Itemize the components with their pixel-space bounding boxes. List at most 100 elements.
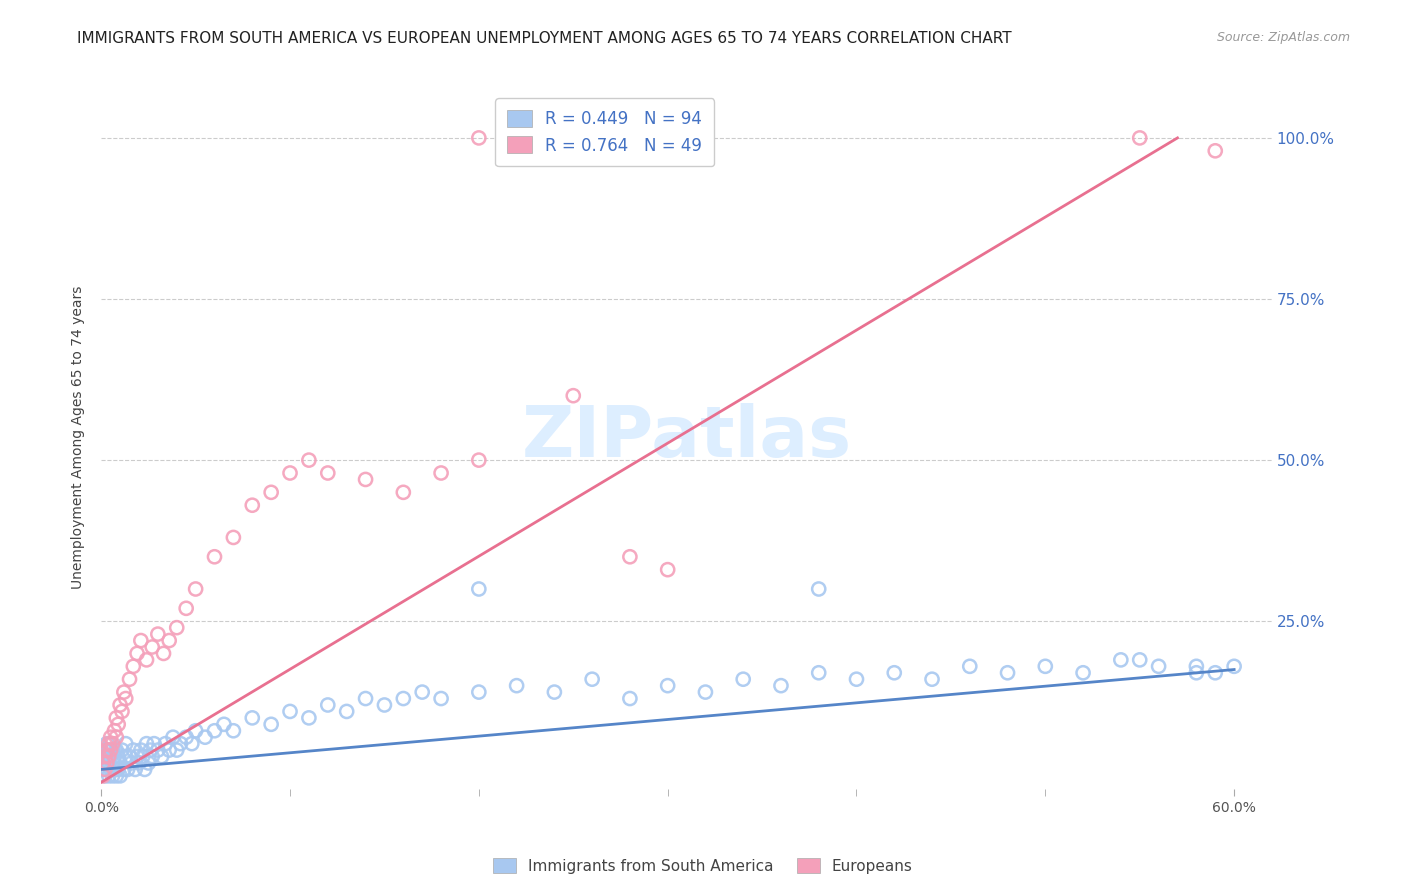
Point — [1204, 665, 1226, 680]
Point — [278, 705, 301, 719]
Point — [278, 466, 301, 480]
Point — [146, 743, 169, 757]
Point — [127, 749, 149, 764]
Point — [132, 749, 155, 764]
Point — [997, 665, 1019, 680]
Point — [112, 763, 135, 777]
Point — [240, 711, 263, 725]
Point — [1147, 659, 1170, 673]
Point — [127, 647, 149, 661]
Point — [298, 711, 321, 725]
Point — [316, 698, 339, 712]
Text: IMMIGRANTS FROM SOUTH AMERICA VS EUROPEAN UNEMPLOYMENT AMONG AGES 65 TO 74 YEARS: IMMIGRANTS FROM SOUTH AMERICA VS EUROPEA… — [77, 31, 1012, 46]
Point — [184, 582, 207, 596]
Point — [94, 769, 117, 783]
Point — [562, 389, 585, 403]
Point — [581, 672, 603, 686]
Point — [114, 691, 136, 706]
Point — [129, 743, 152, 757]
Point — [921, 672, 943, 686]
Point — [162, 730, 184, 744]
Point — [141, 640, 163, 654]
Point — [108, 756, 131, 770]
Point — [204, 549, 226, 564]
Point — [134, 763, 156, 777]
Point — [845, 672, 868, 686]
Point — [157, 633, 180, 648]
Point — [139, 743, 162, 757]
Point — [96, 756, 118, 770]
Point — [94, 749, 117, 764]
Point — [212, 717, 235, 731]
Point — [94, 763, 117, 777]
Point — [411, 685, 433, 699]
Point — [166, 621, 188, 635]
Point — [1109, 653, 1132, 667]
Point — [100, 730, 122, 744]
Point — [91, 769, 114, 783]
Point — [101, 737, 124, 751]
Point — [155, 737, 177, 751]
Point — [657, 679, 679, 693]
Point — [807, 665, 830, 680]
Point — [769, 679, 792, 693]
Point — [105, 769, 128, 783]
Point — [146, 627, 169, 641]
Point — [103, 723, 125, 738]
Point — [619, 691, 641, 706]
Point — [354, 691, 377, 706]
Point — [143, 737, 166, 751]
Point — [733, 672, 755, 686]
Point — [96, 763, 118, 777]
Point — [1185, 665, 1208, 680]
Point — [316, 466, 339, 480]
Point — [883, 665, 905, 680]
Point — [1129, 131, 1152, 145]
Point — [100, 749, 122, 764]
Point — [122, 659, 145, 673]
Point — [114, 737, 136, 751]
Point — [128, 756, 150, 770]
Point — [1071, 665, 1094, 680]
Point — [117, 763, 139, 777]
Point — [166, 743, 188, 757]
Point — [135, 653, 157, 667]
Point — [97, 737, 120, 751]
Point — [103, 763, 125, 777]
Point — [240, 498, 263, 512]
Point — [150, 749, 173, 764]
Point — [105, 743, 128, 757]
Point — [122, 743, 145, 757]
Point — [1223, 659, 1246, 673]
Point — [807, 582, 830, 596]
Point — [1129, 653, 1152, 667]
Point — [135, 737, 157, 751]
Point — [100, 743, 122, 757]
Point — [354, 472, 377, 486]
Point — [107, 717, 129, 731]
Point — [124, 763, 146, 777]
Point — [91, 756, 114, 770]
Point — [91, 763, 114, 777]
Point — [97, 743, 120, 757]
Legend: Immigrants from South America, Europeans: Immigrants from South America, Europeans — [486, 852, 920, 880]
Point — [336, 705, 359, 719]
Point — [101, 743, 124, 757]
Point — [108, 698, 131, 712]
Point — [373, 698, 395, 712]
Point — [222, 723, 245, 738]
Point — [657, 563, 679, 577]
Text: ZIPatlas: ZIPatlas — [522, 403, 852, 472]
Point — [105, 730, 128, 744]
Point — [204, 723, 226, 738]
Point — [97, 756, 120, 770]
Point — [141, 749, 163, 764]
Point — [505, 131, 527, 145]
Point — [260, 485, 283, 500]
Point — [97, 769, 120, 783]
Text: Source: ZipAtlas.com: Source: ZipAtlas.com — [1216, 31, 1350, 45]
Point — [1185, 659, 1208, 673]
Point — [468, 685, 491, 699]
Point — [430, 466, 453, 480]
Point — [111, 705, 134, 719]
